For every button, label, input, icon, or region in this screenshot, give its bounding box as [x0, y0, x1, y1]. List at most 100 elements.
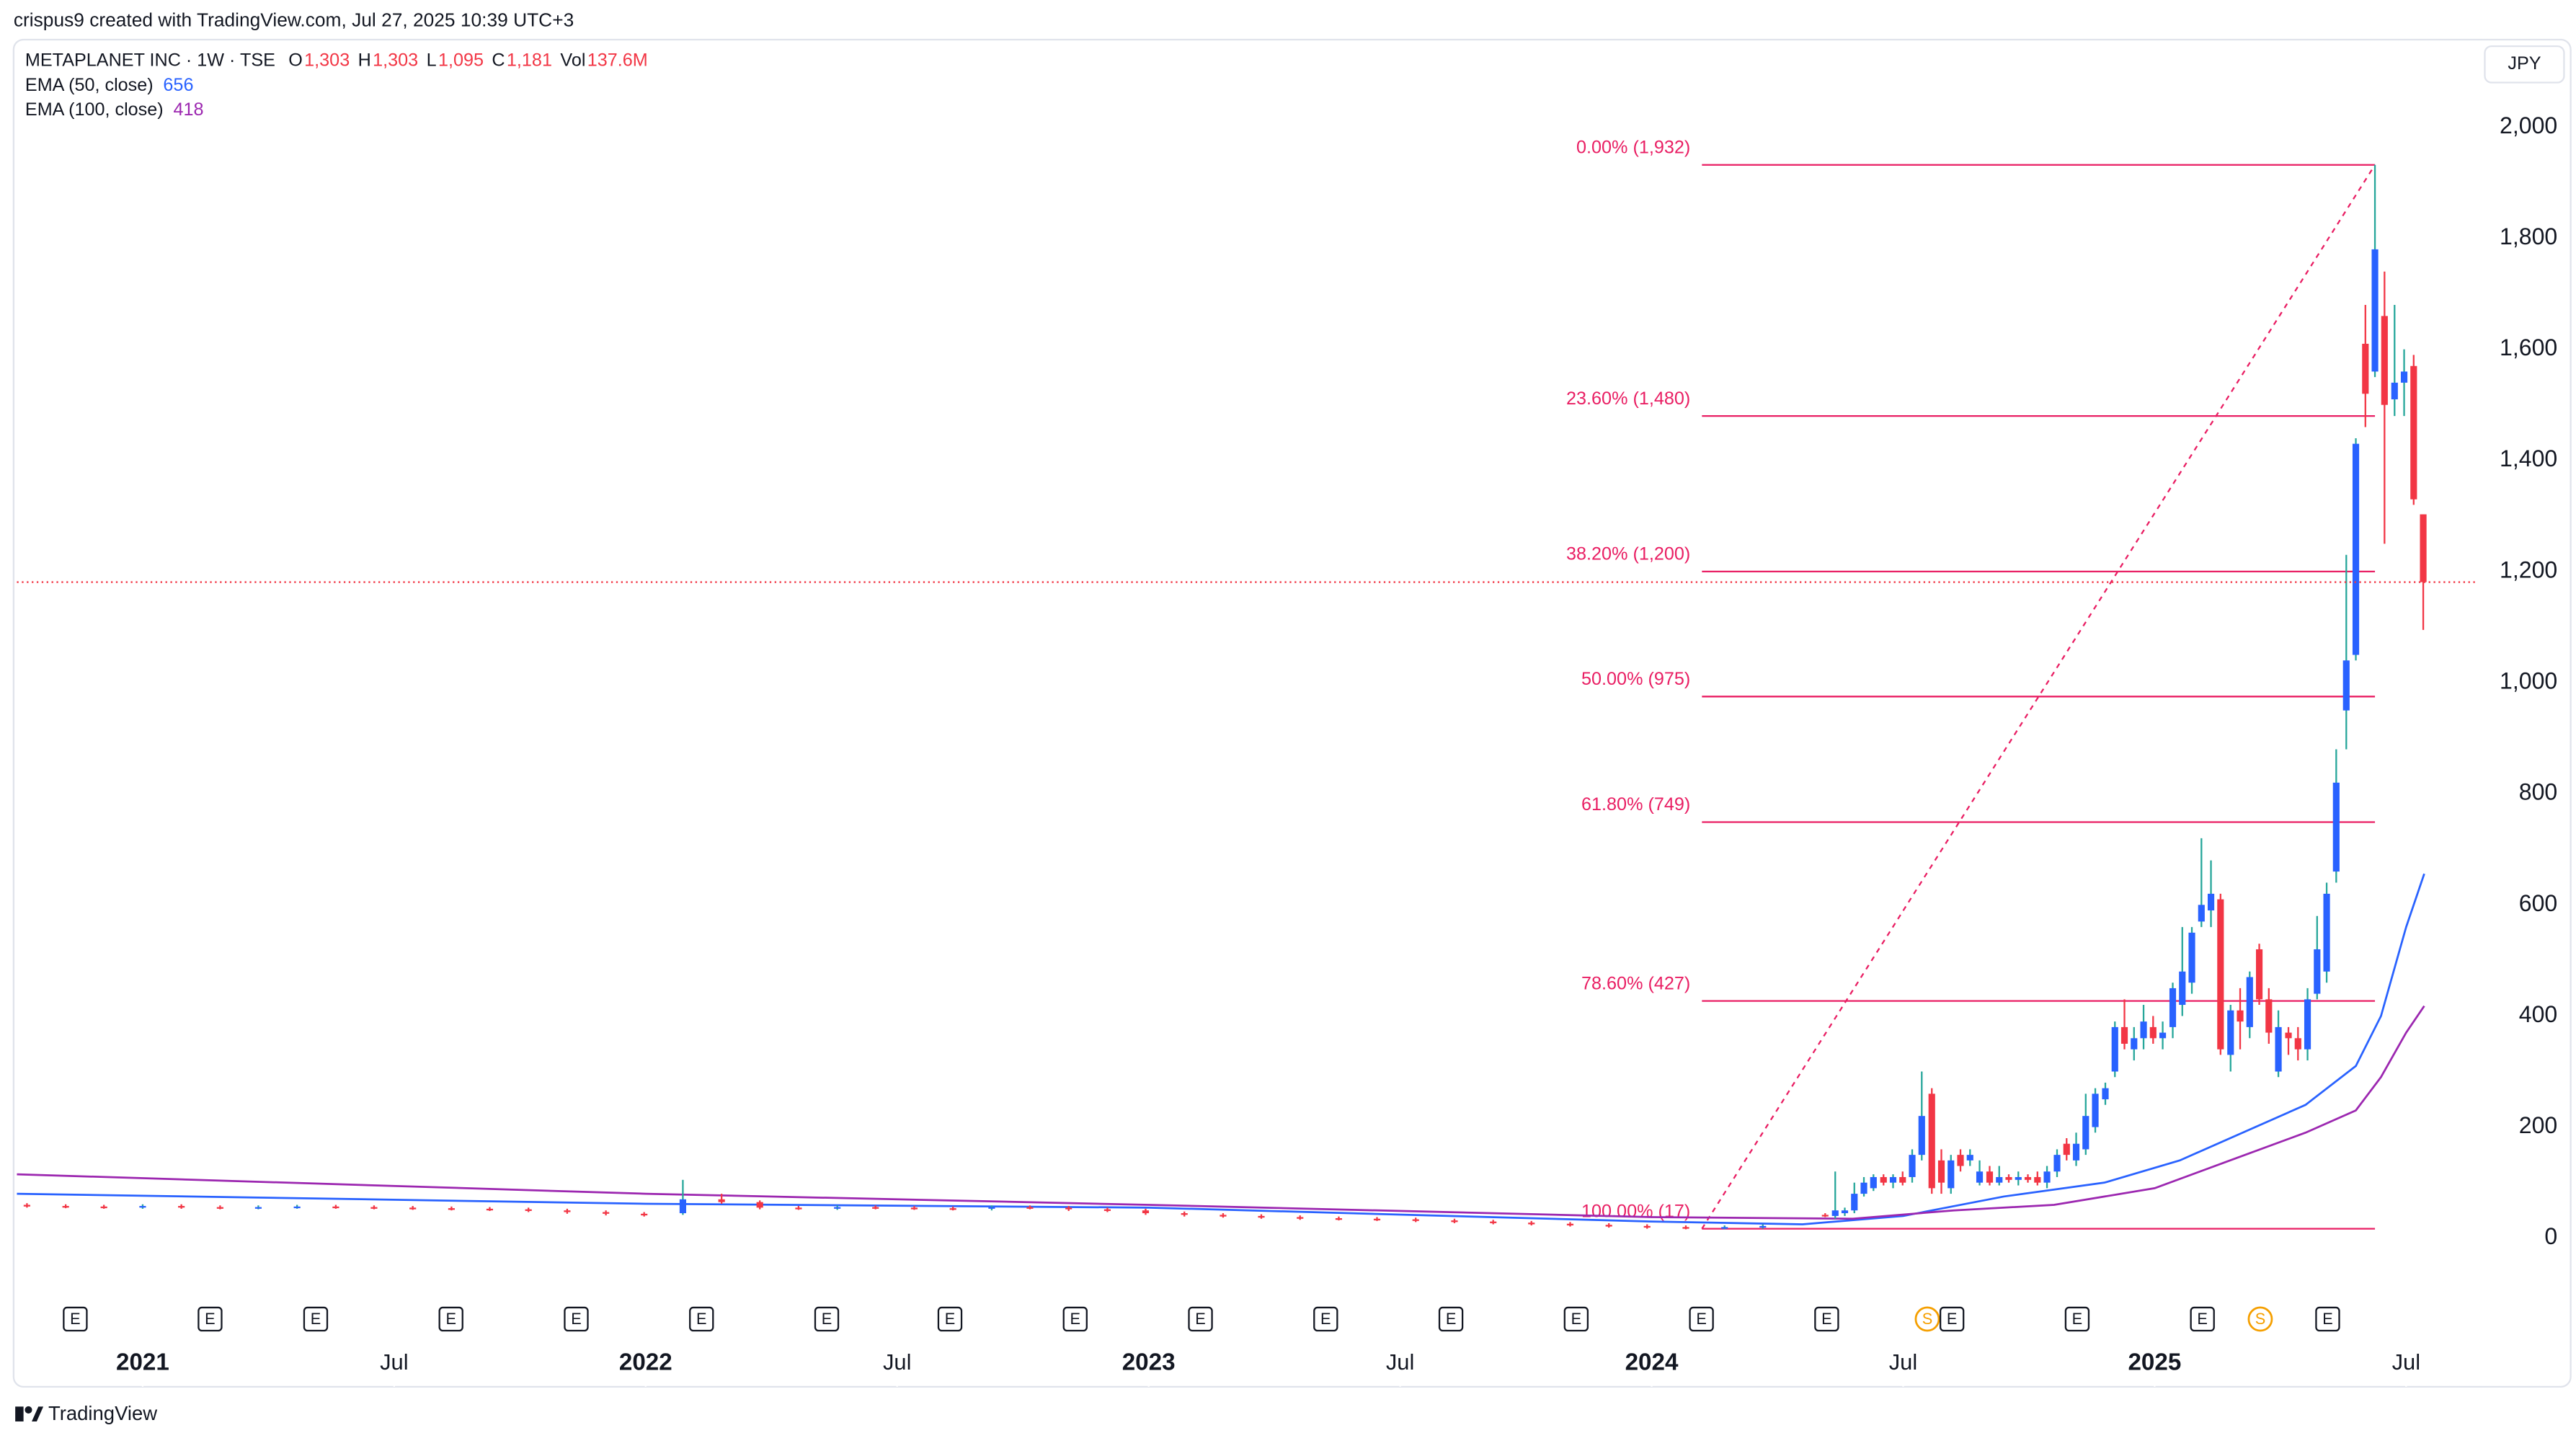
candle-body: [2092, 1093, 2099, 1127]
candle-body: [2102, 1088, 2109, 1100]
candle-body: [1947, 1160, 1955, 1189]
candle-body: [1297, 1217, 1304, 1219]
candle-body: [834, 1207, 841, 1209]
candle-body: [2207, 893, 2215, 911]
candle-body: [2024, 1176, 2032, 1180]
candle-body: [2188, 932, 2195, 983]
candle-body: [1909, 1155, 1916, 1177]
ema-line: [17, 1005, 2425, 1220]
event-marker: [197, 1306, 223, 1332]
candle-body: [2362, 343, 2369, 394]
candle-body: [332, 1206, 339, 1209]
candle-body: [1899, 1176, 1906, 1183]
event-label: E: [2322, 1310, 2333, 1328]
currency-box: [2484, 45, 2565, 84]
y-tick-label: 1,200: [2500, 556, 2557, 582]
logo-text: TradingView: [48, 1402, 157, 1424]
event-marker: [1914, 1306, 1940, 1332]
candle-body: [603, 1212, 610, 1214]
event-label: E: [70, 1310, 81, 1328]
legend-entry: EMA (50, close): [25, 75, 154, 95]
event-label: E: [571, 1310, 582, 1328]
event-marker: [1438, 1306, 1464, 1332]
candle-body: [795, 1207, 802, 1210]
logo: TradingView: [15, 1402, 157, 1424]
candle-body: [178, 1206, 185, 1208]
fib-label: 78.60% (427): [1581, 973, 1690, 993]
candle-body: [1566, 1223, 1574, 1225]
event-label: E: [822, 1310, 832, 1328]
candle-body: [2237, 1010, 2244, 1022]
candle-body: [2179, 971, 2186, 1006]
event-marker: [1062, 1306, 1088, 1332]
candle-body: [1451, 1220, 1458, 1223]
candle-body: [1976, 1171, 1984, 1183]
candle-body: [2371, 249, 2379, 372]
x-tick-label: 2025: [2128, 1349, 2181, 1376]
event-label: E: [1070, 1310, 1081, 1328]
candle-body: [1412, 1219, 1419, 1221]
x-tick-label: Jul: [883, 1349, 912, 1375]
candle-body: [2294, 1038, 2301, 1050]
event-label: E: [945, 1310, 956, 1328]
candle-body: [2043, 1171, 2051, 1183]
candle-body: [1880, 1176, 1887, 1183]
candle-body: [486, 1208, 494, 1211]
ohlc-key: C: [492, 50, 505, 70]
x-tick-label: 2022: [619, 1349, 672, 1376]
x-tick-label: 2024: [1625, 1349, 1679, 1376]
candle-body: [1870, 1176, 1877, 1189]
fib-label: 61.80% (749): [1581, 794, 1690, 815]
candle-body: [2352, 443, 2360, 655]
candle-body: [2169, 988, 2177, 1027]
candle-body: [1643, 1225, 1651, 1228]
event-marker: [1814, 1306, 1839, 1332]
candle-body: [2198, 905, 2205, 922]
candle-body: [62, 1206, 69, 1208]
event-label: E: [2072, 1310, 2083, 1328]
symbol: METAPLANET INC · 1W · TSE: [25, 50, 275, 70]
legend-value: 418: [173, 99, 203, 120]
ohlc-key: L: [427, 50, 437, 70]
x-tick-label: 2023: [1122, 1349, 1176, 1376]
candle-body: [2420, 514, 2427, 582]
candle-body: [448, 1208, 455, 1210]
candle-body: [1860, 1182, 1867, 1194]
y-tick-label: 200: [2519, 1112, 2557, 1138]
event-marker: [937, 1306, 963, 1332]
ohlc-key: Vol: [560, 50, 585, 70]
candle-body: [1220, 1215, 1227, 1217]
candle-body: [910, 1207, 918, 1210]
candle-body: [718, 1199, 725, 1202]
logo-mark: [15, 1406, 24, 1421]
candle-body: [2063, 1143, 2070, 1155]
event-marker: [438, 1306, 463, 1332]
x-tick-label: Jul: [2392, 1349, 2421, 1375]
ohlc-value: 1,181: [507, 50, 552, 70]
candle-body: [1103, 1209, 1111, 1211]
y-tick-label: 0: [2544, 1223, 2557, 1249]
candle-body: [1065, 1207, 1072, 1210]
logo-mark: [32, 1406, 44, 1421]
y-tick-label: 400: [2519, 1001, 2557, 1027]
y-tick-label: 1,600: [2500, 334, 2557, 360]
fib-label: 23.60% (1,480): [1566, 389, 1690, 409]
candle-body: [2275, 1026, 2282, 1072]
x-tick-label: Jul: [1386, 1349, 1415, 1375]
event-marker: [689, 1306, 714, 1332]
event-label: S: [2255, 1310, 2266, 1328]
event-label: E: [1320, 1310, 1331, 1328]
candle-body: [2265, 999, 2273, 1033]
candle-body: [2034, 1176, 2041, 1183]
event-marker: [1563, 1306, 1589, 1332]
candle-body: [1335, 1217, 1343, 1220]
candle-body: [988, 1207, 995, 1209]
ema-line: [17, 873, 2425, 1225]
fib-label: 50.00% (975): [1581, 669, 1690, 689]
candle-body: [216, 1207, 223, 1209]
candle-body: [2400, 371, 2408, 383]
candle-body: [2342, 660, 2350, 711]
candle-body: [2005, 1176, 2012, 1180]
candle-body: [564, 1210, 571, 1212]
